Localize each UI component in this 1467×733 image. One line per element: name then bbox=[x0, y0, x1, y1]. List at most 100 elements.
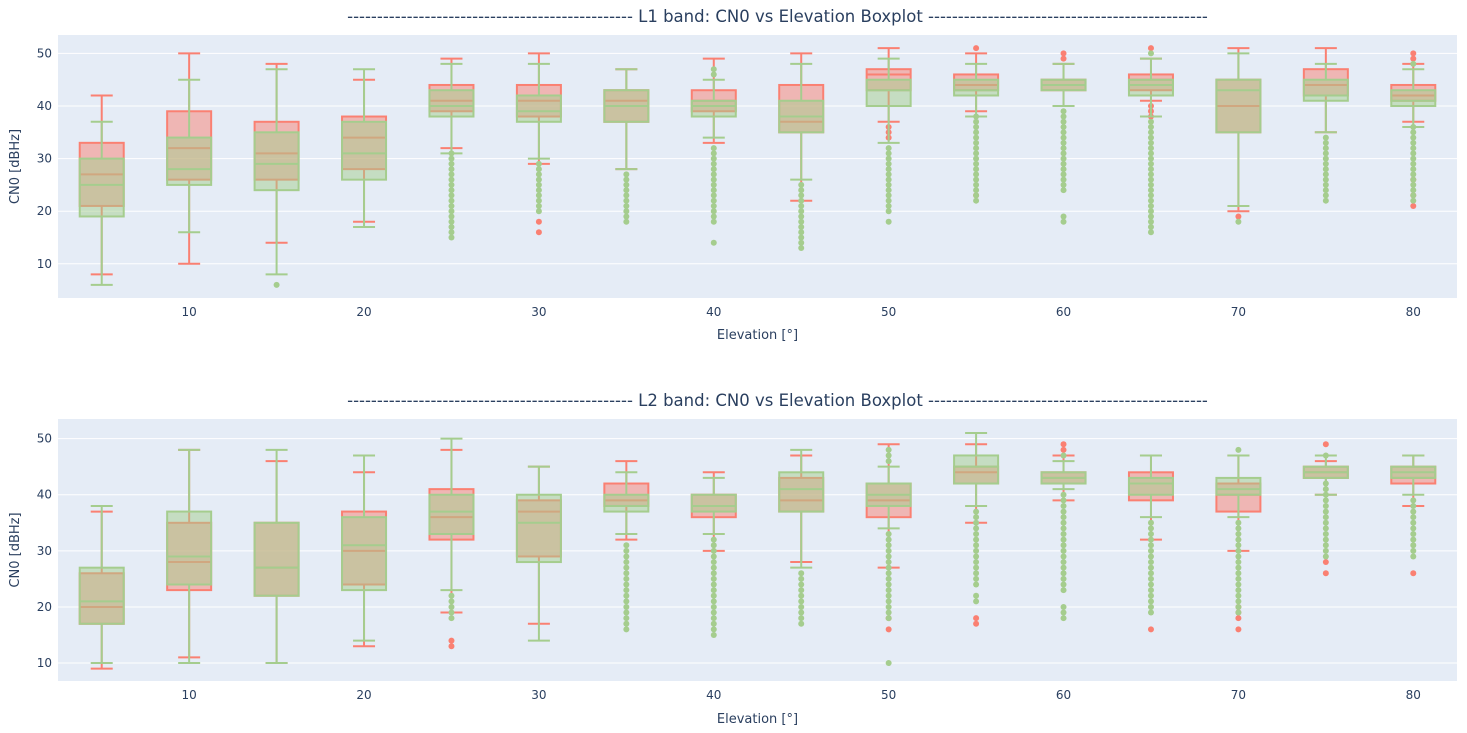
box-green bbox=[1127, 454, 1174, 616]
box-iqr bbox=[690, 99, 737, 118]
outlier-point bbox=[973, 134, 980, 141]
box-green bbox=[515, 465, 562, 642]
outlier-point bbox=[710, 570, 717, 577]
box-green bbox=[166, 78, 213, 234]
outlier-point bbox=[1410, 570, 1417, 577]
outlier-point bbox=[1147, 575, 1154, 582]
outlier-point bbox=[885, 531, 892, 538]
outlier-point bbox=[710, 615, 717, 622]
outlier-point bbox=[710, 547, 717, 554]
outlier-point bbox=[1410, 124, 1417, 131]
outlier-point bbox=[710, 155, 717, 162]
chart-title: ----------------------------------------… bbox=[347, 391, 1208, 410]
outlier-point bbox=[885, 587, 892, 594]
outlier-point bbox=[1147, 598, 1154, 605]
outlier-point bbox=[1410, 60, 1417, 67]
outlier-point bbox=[535, 202, 542, 209]
x-tick-label: 40 bbox=[706, 305, 721, 319]
outlier-point bbox=[885, 150, 892, 157]
outlier-point bbox=[1410, 145, 1417, 152]
box-green bbox=[603, 68, 650, 225]
outlier-point bbox=[1060, 145, 1067, 152]
outlier-point bbox=[885, 458, 892, 465]
outlier-point bbox=[623, 615, 630, 622]
outlier-point bbox=[448, 187, 455, 194]
outlier-point bbox=[798, 245, 805, 252]
outlier-point bbox=[623, 559, 630, 566]
x-tick-label: 30 bbox=[531, 305, 546, 319]
outlier-point bbox=[1147, 50, 1154, 57]
box-iqr bbox=[78, 566, 125, 625]
outlier-point bbox=[1147, 536, 1154, 543]
outlier-point bbox=[1060, 213, 1067, 220]
outlier-point bbox=[1235, 553, 1242, 560]
outlier-point bbox=[1147, 559, 1154, 566]
outlier-point bbox=[1060, 160, 1067, 167]
outlier-point bbox=[1147, 192, 1154, 199]
outlier-point bbox=[973, 155, 980, 162]
outlier-point bbox=[798, 218, 805, 225]
box-green bbox=[166, 448, 213, 665]
outlier-point bbox=[885, 166, 892, 173]
outlier-point bbox=[973, 525, 980, 532]
outlier-point bbox=[1147, 166, 1154, 173]
subplot-2: 10 20 30 40 50 10 20 30 40 50 60 70 80 --------------… bbox=[8, 391, 1457, 727]
y-tick-label: 40 bbox=[37, 99, 52, 113]
outlier-point bbox=[1235, 570, 1242, 577]
box-iqr bbox=[428, 493, 475, 536]
outlier-point bbox=[798, 239, 805, 246]
outlier-point bbox=[973, 160, 980, 167]
outlier-point bbox=[1322, 536, 1329, 543]
x-tick-label: 40 bbox=[706, 688, 721, 702]
outlier-point bbox=[1060, 514, 1067, 521]
outlier-point bbox=[798, 229, 805, 236]
outlier-point bbox=[710, 197, 717, 204]
outlier-point bbox=[710, 181, 717, 188]
outlier-point bbox=[1060, 452, 1067, 459]
y-tick-label: 10 bbox=[37, 656, 52, 670]
outlier-point bbox=[973, 166, 980, 173]
outlier-point bbox=[1410, 192, 1417, 199]
box-iqr bbox=[690, 493, 737, 513]
outlier-point bbox=[710, 145, 717, 152]
outlier-point bbox=[1147, 229, 1154, 236]
box-iqr bbox=[253, 131, 300, 192]
outlier-point bbox=[1147, 547, 1154, 554]
outlier-point bbox=[1322, 155, 1329, 162]
outlier-point bbox=[1322, 145, 1329, 152]
outlier-point bbox=[1322, 531, 1329, 538]
outlier-point bbox=[710, 71, 717, 78]
outlier-point bbox=[885, 171, 892, 178]
outlier-point bbox=[973, 45, 980, 52]
outlier-point bbox=[623, 213, 630, 220]
outlier-point bbox=[885, 547, 892, 554]
outlier-point bbox=[1060, 581, 1067, 588]
outlier-point bbox=[885, 570, 892, 577]
box-green bbox=[341, 454, 388, 642]
outlier-point bbox=[1322, 514, 1329, 521]
outlier-point bbox=[623, 603, 630, 610]
outlier-point bbox=[1060, 124, 1067, 131]
outlier-point bbox=[710, 620, 717, 627]
outlier-point bbox=[973, 139, 980, 146]
outlier-point bbox=[710, 559, 717, 566]
outlier-point bbox=[885, 575, 892, 582]
outlier-point bbox=[1235, 213, 1242, 220]
outlier-point bbox=[1147, 626, 1154, 633]
outlier-point bbox=[885, 145, 892, 152]
box-iqr bbox=[341, 120, 388, 181]
box-green bbox=[1215, 446, 1262, 616]
outlier-point bbox=[798, 213, 805, 220]
box-green bbox=[778, 62, 825, 252]
outlier-point bbox=[448, 213, 455, 220]
outlier-point bbox=[1235, 547, 1242, 554]
outlier-point bbox=[623, 626, 630, 633]
outlier-point bbox=[448, 592, 455, 599]
outlier-point bbox=[1410, 553, 1417, 560]
outlier-point bbox=[1060, 446, 1067, 453]
outlier-point bbox=[710, 598, 717, 605]
outlier-point bbox=[535, 229, 542, 236]
outlier-point bbox=[973, 176, 980, 183]
outlier-point bbox=[1235, 575, 1242, 582]
outlier-point bbox=[885, 208, 892, 215]
